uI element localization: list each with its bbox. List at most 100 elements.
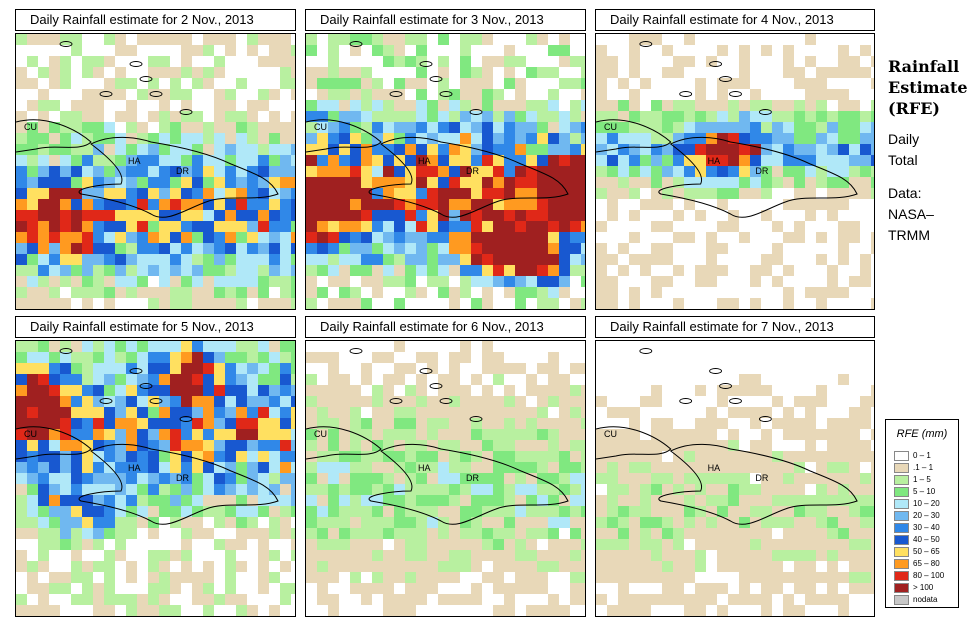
rainfall-cell [607,517,618,528]
rainfall-cell [526,561,537,572]
rainfall-cell [49,374,60,385]
rainfall-cell [783,418,794,429]
rainfall-cell [181,188,192,199]
rainfall-cell [82,188,93,199]
rainfall-cell [372,188,383,199]
rainfall-cell [427,572,438,583]
rainfall-cell [618,144,629,155]
rainfall-cell [93,396,104,407]
rainfall-cell [291,155,295,166]
rainfall-cell [449,561,460,572]
rainfall-cell [280,583,291,594]
rainfall-cell [291,254,295,265]
rainfall-cell [673,517,684,528]
rainfall-cell [291,363,295,374]
rainfall-cell [328,385,339,396]
rainfall-cell [548,396,559,407]
rainfall-cell [427,221,438,232]
rainfall-cell [673,440,684,451]
rainfall-cell [82,298,93,309]
rainfall-cell [871,188,874,199]
rainfall-cell [482,363,493,374]
rainfall-cell [247,506,258,517]
rainfall-cell [203,67,214,78]
rainfall-cell [871,473,874,484]
rainfall-cell [559,210,570,221]
rainfall-cell [695,539,706,550]
rainfall-cell [761,506,772,517]
rainfall-cell [339,517,350,528]
rainfall-cell [258,122,269,133]
rainfall-cell [695,122,706,133]
rainfall-cell [471,133,482,144]
rainfall-cell [493,265,504,276]
rainfall-cell [548,440,559,451]
rainfall-cell [339,396,350,407]
rainfall-cell [838,45,849,56]
rainfall-cell [306,210,317,221]
rainfall-cell [203,407,214,418]
rainfall-cell [596,462,607,473]
rainfall-cell [460,550,471,561]
rainfall-cell [596,561,607,572]
rainfall-cell [438,265,449,276]
rainfall-cell [537,254,548,265]
rainfall-cell [236,418,247,429]
rainfall-cell [328,396,339,407]
rainfall-cell [372,78,383,89]
rainfall-cell [214,254,225,265]
rainfall-cell [306,451,317,462]
rainfall-cell [214,352,225,363]
rainfall-cell [695,210,706,221]
rainfall-cell [405,385,416,396]
rainfall-cell [651,572,662,583]
rainfall-cell [673,473,684,484]
rainfall-cell [662,583,673,594]
rainfall-cell [394,144,405,155]
rainfall-cell [203,363,214,374]
rainfall-cell [181,166,192,177]
rainfall-cell [269,352,280,363]
rainfall-cell [16,78,27,89]
rainfall-cell [236,429,247,440]
rainfall-cell [306,122,317,133]
rainfall-cell [482,440,493,451]
rainfall-cell [460,385,471,396]
cuba-coastline [16,119,92,153]
rainfall-cell [629,100,640,111]
rainfall-cell [471,298,482,309]
rainfall-cell [629,561,640,572]
rainfall-cell [203,78,214,89]
island-outline [758,109,772,115]
rainfall-cell [104,177,115,188]
legend-swatch [894,594,909,605]
rainfall-cell [317,122,328,133]
rainfall-cell [203,396,214,407]
rainfall-cell [258,440,269,451]
rainfall-cell [159,254,170,265]
rainfall-cell [350,67,361,78]
rainfall-cell [214,484,225,495]
rainfall-cell [317,188,328,199]
rainfall-cell [482,166,493,177]
rainfall-cell [38,188,49,199]
rainfall-cell [137,462,148,473]
rainfall-cell [104,89,115,100]
rainfall-cell [438,473,449,484]
panel-title: Daily Rainfall estimate for 3 Nov., 2013 [305,9,586,31]
rainfall-cell [706,166,717,177]
rainfall-cell [214,265,225,276]
rainfall-cell [181,506,192,517]
rainfall-cell [82,539,93,550]
rainfall-cell [596,166,607,177]
rainfall-cell [372,396,383,407]
rainfall-cell [148,155,159,166]
rainfall-cell [361,144,372,155]
rainfall-cell [739,56,750,67]
rainfall-cell [137,363,148,374]
rainfall-cell [82,462,93,473]
rainfall-cell [236,111,247,122]
rainfall-cell [339,221,350,232]
rainfall-cell [662,144,673,155]
